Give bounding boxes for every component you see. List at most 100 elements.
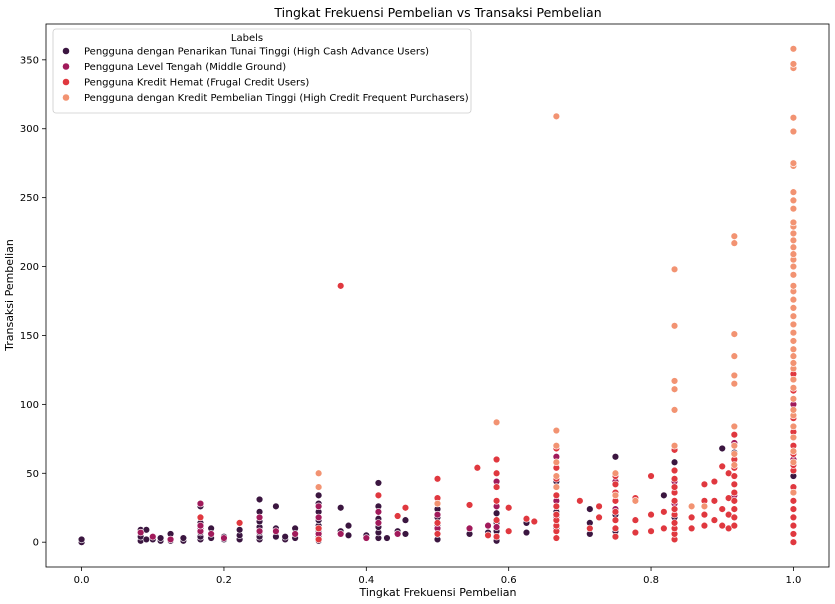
legend-marker	[62, 62, 70, 71]
data-point	[576, 497, 584, 505]
data-point	[492, 497, 501, 505]
data-point	[631, 516, 640, 524]
data-point	[687, 524, 696, 533]
data-point	[789, 250, 798, 258]
data-point	[789, 513, 798, 522]
data-point	[611, 453, 620, 461]
legend-label: Pengguna dengan Penarikan Tunai Tinggi (…	[84, 47, 429, 58]
x-tick-label: 1.0	[785, 575, 801, 586]
data-point	[393, 512, 402, 520]
data-point	[393, 530, 402, 538]
data-point	[374, 508, 383, 516]
data-point	[789, 359, 798, 367]
data-point	[670, 385, 679, 393]
y-tick-label: 200	[20, 262, 39, 273]
data-point	[281, 532, 289, 541]
data-point	[710, 516, 719, 524]
y-tick-label: 250	[20, 193, 39, 204]
x-tick-label: 0.0	[74, 575, 90, 586]
data-point	[718, 505, 726, 513]
data-point	[401, 516, 410, 524]
data-point	[255, 495, 264, 504]
data-point	[433, 519, 442, 527]
legend-label: Pengguna dengan Kredit Pembelian Tinggi …	[84, 93, 469, 104]
x-tick-label: 0.8	[643, 575, 659, 586]
data-point	[789, 406, 798, 414]
data-point	[730, 330, 739, 338]
data-point	[718, 444, 726, 453]
data-point	[552, 510, 561, 519]
data-point	[670, 442, 679, 450]
data-point	[492, 509, 501, 517]
data-point	[789, 236, 798, 245]
data-point	[789, 447, 798, 455]
data-point	[611, 516, 620, 524]
data-point	[670, 505, 679, 513]
data-point	[789, 488, 798, 497]
data-point	[789, 497, 798, 505]
data-point	[631, 528, 640, 537]
data-point	[336, 530, 345, 538]
data-point	[595, 502, 603, 511]
data-point	[314, 513, 323, 522]
data-point	[552, 458, 561, 466]
data-point	[789, 204, 798, 213]
data-point	[789, 530, 798, 538]
data-point	[179, 534, 188, 542]
data-point	[586, 505, 594, 513]
data-point	[718, 462, 726, 471]
y-tick-label: 300	[20, 124, 39, 135]
x-axis-title: Tingkat Frekuensi Pembelian	[358, 586, 516, 599]
data-point	[730, 513, 739, 522]
data-point	[362, 534, 371, 542]
data-point	[670, 377, 679, 385]
data-point	[710, 497, 719, 505]
data-point	[700, 480, 709, 489]
x-tick-label: 0.6	[501, 575, 517, 586]
legend-label: Pengguna Level Tengah (Middle Ground)	[84, 62, 286, 73]
data-point	[401, 504, 410, 512]
data-point	[730, 521, 739, 530]
data-point	[789, 229, 798, 238]
data-point	[611, 469, 620, 477]
data-point	[730, 232, 739, 240]
data-point	[670, 406, 679, 414]
y-tick-label: 350	[20, 55, 39, 66]
data-point	[670, 265, 679, 274]
data-point	[660, 524, 668, 533]
data-point	[552, 442, 561, 450]
data-point	[789, 521, 798, 530]
data-point	[670, 497, 679, 505]
data-point	[383, 534, 391, 542]
data-point	[670, 519, 679, 527]
data-point	[196, 499, 205, 508]
data-point	[235, 519, 244, 527]
data-point	[789, 304, 798, 312]
data-point	[255, 513, 264, 522]
x-tick-label: 0.2	[216, 575, 232, 586]
data-point	[789, 282, 798, 290]
data-point	[789, 422, 798, 431]
data-point	[730, 352, 739, 360]
data-point	[492, 469, 501, 477]
data-point	[374, 479, 383, 487]
data-point	[730, 450, 739, 458]
data-point	[314, 491, 323, 500]
data-point	[789, 295, 798, 304]
legend: Labels Pengguna dengan Penarikan Tunai Ti…	[52, 28, 472, 114]
data-point	[789, 114, 798, 122]
data-point	[552, 491, 561, 500]
data-point	[465, 524, 474, 533]
data-point	[142, 535, 151, 544]
data-point	[207, 530, 215, 538]
data-point	[255, 527, 264, 535]
data-point	[504, 527, 513, 535]
data-point	[730, 497, 739, 505]
data-point	[344, 521, 353, 530]
data-point	[687, 513, 696, 522]
data-point	[552, 112, 561, 121]
data-point	[647, 472, 655, 480]
data-point	[700, 521, 709, 530]
data-point	[789, 243, 798, 251]
data-point	[492, 455, 501, 464]
